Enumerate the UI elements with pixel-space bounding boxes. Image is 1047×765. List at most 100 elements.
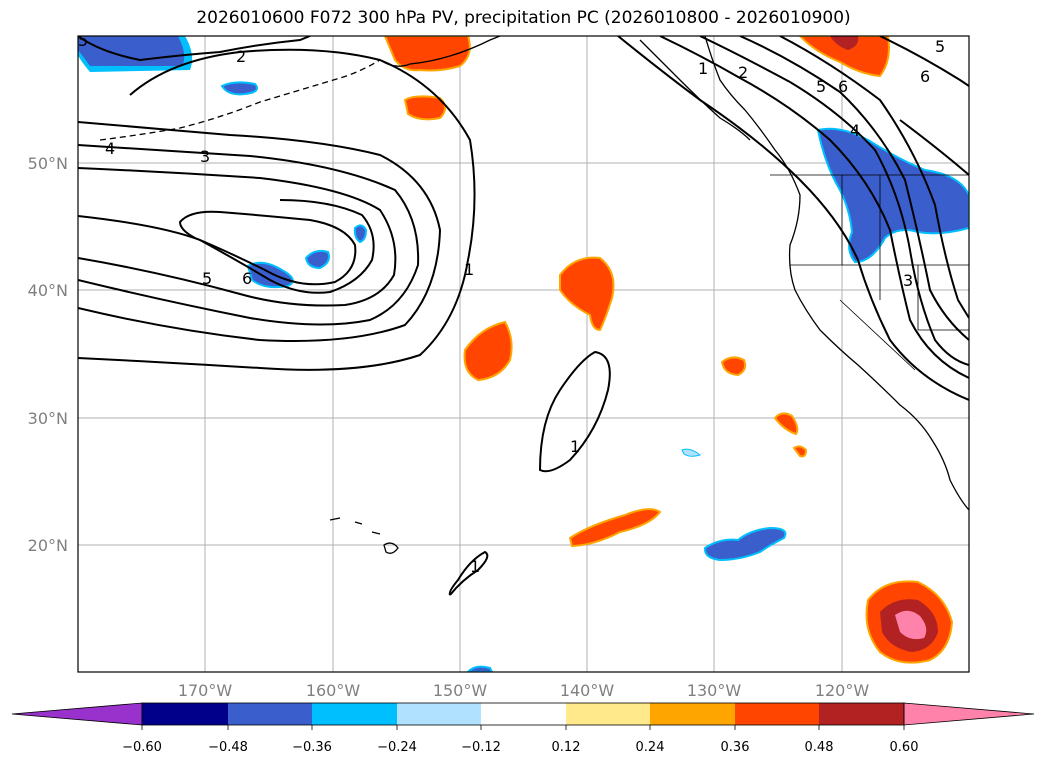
precip-positive-sm2 xyxy=(773,412,799,436)
contour-label: 1 xyxy=(570,437,580,456)
colorbar-extend-high xyxy=(903,702,1035,726)
precip-negative-patch-2 xyxy=(246,261,294,289)
pv-contour-ne-5 xyxy=(779,36,969,319)
pv-contour-ne-7 xyxy=(899,119,969,176)
contour-label: 1 xyxy=(470,557,480,576)
colorbar-extend-low xyxy=(11,702,143,726)
colorbar-tick-label: 0.36 xyxy=(721,740,750,755)
precip-negative-coastal xyxy=(816,127,969,264)
contour-label: 1 xyxy=(698,59,708,78)
contour-label: 5 xyxy=(816,77,826,96)
precip-positive-35n xyxy=(463,320,513,382)
colorbar-bin xyxy=(566,703,650,725)
pv-contours xyxy=(78,36,969,596)
coastline-north-america xyxy=(704,36,969,511)
colorbar-bin xyxy=(142,703,228,725)
contour-label: 3 xyxy=(903,271,913,290)
lat-axis: 50°N 40°N 30°N 20°N xyxy=(28,154,68,555)
contour-label: 5 xyxy=(202,269,212,288)
precip-negative-patch-4 xyxy=(353,224,368,244)
precip-positive-ne xyxy=(798,36,890,78)
colorbar-tick-label: 0.24 xyxy=(636,740,665,755)
gridlines xyxy=(78,36,969,672)
pv-contour-6 xyxy=(178,210,357,286)
colorbar-tick-label: −0.12 xyxy=(461,740,501,755)
precip-negative-bottom xyxy=(466,665,494,672)
contour-label: 2 xyxy=(738,63,748,82)
pv-contour-ne-1 xyxy=(617,36,969,401)
colorbar-bin xyxy=(481,703,566,725)
pv-contour-labels: 2 4 3 5 6 1 1 1 1 2 5 6 6 4 3 5 5 xyxy=(78,31,945,576)
lat-label: 30°N xyxy=(28,409,68,428)
pv-contour-1-east xyxy=(538,350,611,473)
precip-negative-20n xyxy=(703,526,787,562)
precip-positive-ne-core xyxy=(830,36,859,50)
precip-positive-sm3 xyxy=(792,445,808,458)
pv-contour-4 xyxy=(78,144,420,326)
colorbar: −0.60 −0.48 −0.36 −0.24 −0.12 0.12 0.24 … xyxy=(11,702,1035,755)
precip-positive-22n xyxy=(568,508,662,548)
precip-negative-nw-core xyxy=(78,36,185,66)
precip-shading xyxy=(78,36,969,672)
colorbar-tick-label: −0.60 xyxy=(122,740,162,755)
pv-contour-ne-3 xyxy=(699,36,969,366)
lat-label: 20°N xyxy=(28,536,68,555)
contour-label: 6 xyxy=(920,67,930,86)
lon-label: 170°W xyxy=(178,681,233,700)
colorbar-tick-label: 0.60 xyxy=(890,740,919,755)
contour-label: 6 xyxy=(242,269,252,288)
coastline-aleutians xyxy=(99,59,381,141)
contour-label: 1 xyxy=(464,260,474,279)
lon-label: 150°W xyxy=(433,681,488,700)
colorbar-bin xyxy=(312,703,397,725)
precip-positive-se-peak xyxy=(895,610,927,640)
coastline-alaska xyxy=(379,36,501,67)
contour-label: 4 xyxy=(105,139,115,158)
lon-label: 120°W xyxy=(815,681,870,700)
pv-contour-2-west xyxy=(78,36,311,62)
colorbar-tick-label: −0.48 xyxy=(208,740,248,755)
colorbar-tick-label: 0.48 xyxy=(805,740,834,755)
pv-contour-4b xyxy=(78,167,397,307)
coastline-hawaii xyxy=(329,517,399,554)
colorbar-tick-label: −0.24 xyxy=(377,740,417,755)
precip-positive-n xyxy=(383,36,471,72)
pv-contour-3 xyxy=(78,121,442,342)
lon-axis: 170°W 160°W 150°W 140°W 130°W 120°W xyxy=(178,681,870,700)
contour-label: 3 xyxy=(200,147,210,166)
contour-label: 2 xyxy=(236,47,246,66)
pv-contour-ne-4 xyxy=(739,36,969,341)
precip-negative-tiny xyxy=(681,448,702,457)
lon-label: 140°W xyxy=(560,681,615,700)
contour-label: 6 xyxy=(838,77,848,96)
pv-contour-1-south xyxy=(448,550,489,596)
contour-label: 5 xyxy=(78,31,88,50)
lon-label: 160°W xyxy=(306,681,361,700)
pv-contour-2-loop xyxy=(78,48,476,371)
colorbar-bin xyxy=(650,703,735,725)
colorbar-tick-label: −0.36 xyxy=(292,740,332,755)
pv-contour-ne-2 xyxy=(659,36,969,379)
contour-label: 5 xyxy=(935,37,945,56)
colorbar-tick-label: 0.12 xyxy=(552,740,581,755)
lat-label: 50°N xyxy=(28,154,68,173)
precip-positive-40n xyxy=(559,256,615,332)
pv-contour-5 xyxy=(78,199,375,294)
lon-label: 130°W xyxy=(687,681,742,700)
colorbar-bin xyxy=(397,703,481,725)
colorbar-bin xyxy=(228,703,312,725)
precip-negative-patch-1 xyxy=(220,81,258,96)
pv-contour-ne-6 xyxy=(879,36,969,87)
lat-label: 40°N xyxy=(28,281,68,300)
precip-positive-n2 xyxy=(403,95,446,121)
colorbar-bin xyxy=(735,703,819,725)
precip-positive-sm1 xyxy=(720,356,747,377)
precip-negative-patch-3 xyxy=(304,249,330,270)
map-title: 2026010600 F072 300 hPa PV, precipitatio… xyxy=(196,8,851,28)
state-borders xyxy=(770,174,969,371)
colorbar-frame xyxy=(141,702,905,726)
colorbar-bin xyxy=(819,703,904,725)
plot-border xyxy=(77,35,970,673)
contour-label: 4 xyxy=(850,121,860,140)
